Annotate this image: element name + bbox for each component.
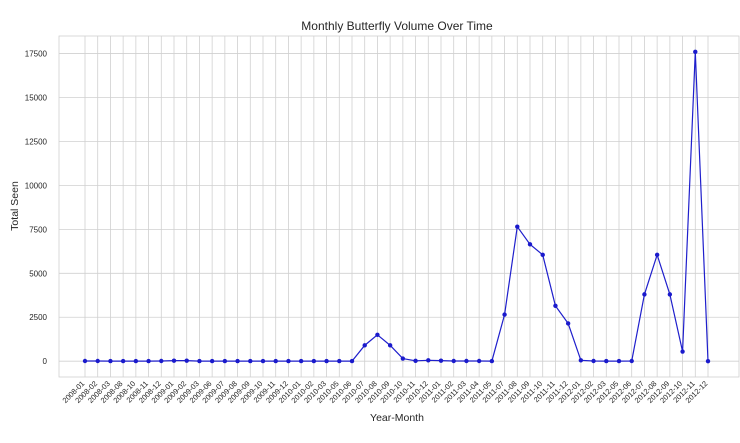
data-point bbox=[159, 358, 164, 364]
x-axis-label: Year-Month bbox=[370, 412, 424, 424]
data-point bbox=[540, 252, 545, 258]
data-point bbox=[705, 358, 711, 364]
data-point bbox=[248, 358, 253, 364]
data-point bbox=[286, 358, 291, 364]
data-point bbox=[565, 321, 571, 326]
series-markers bbox=[82, 49, 711, 364]
x-axis-ticks: 2008-012008-022008-032008-082008-102008-… bbox=[61, 379, 710, 405]
data-point bbox=[120, 358, 126, 364]
data-point bbox=[349, 358, 355, 364]
y-axis-ticks: 0 2500 5000 7500 10000 12500 15000 17500 bbox=[25, 50, 48, 367]
y-axis-label: Total Seen bbox=[9, 181, 21, 231]
data-point bbox=[184, 358, 189, 363]
data-point bbox=[426, 358, 431, 363]
y-tick-label: 17500 bbox=[25, 50, 48, 59]
data-point bbox=[337, 358, 342, 364]
data-point bbox=[578, 358, 584, 363]
y-tick-label: 15000 bbox=[25, 94, 48, 103]
data-point bbox=[591, 358, 596, 364]
grid bbox=[59, 36, 739, 377]
data-point bbox=[273, 358, 278, 364]
data-point bbox=[209, 358, 215, 364]
y-tick-label: 2500 bbox=[29, 313, 47, 322]
data-point bbox=[464, 358, 469, 364]
y-tick-label: 0 bbox=[43, 357, 48, 366]
data-point bbox=[642, 292, 647, 297]
y-tick-label: 10000 bbox=[25, 181, 48, 190]
data-point bbox=[146, 358, 151, 364]
data-point bbox=[387, 343, 393, 348]
data-point bbox=[667, 292, 673, 297]
data-point bbox=[197, 358, 202, 364]
y-tick-label: 5000 bbox=[29, 269, 47, 278]
data-point bbox=[82, 358, 88, 364]
data-point bbox=[400, 356, 406, 361]
data-point bbox=[235, 358, 240, 364]
data-point bbox=[438, 358, 444, 363]
data-point bbox=[553, 303, 558, 309]
data-point bbox=[616, 358, 622, 364]
data-point bbox=[654, 252, 660, 258]
data-point bbox=[260, 358, 266, 364]
data-point bbox=[375, 332, 380, 338]
data-point bbox=[489, 358, 495, 364]
data-point bbox=[362, 343, 367, 348]
data-point bbox=[680, 349, 685, 354]
data-point bbox=[451, 358, 456, 364]
data-point bbox=[629, 358, 634, 364]
data-point bbox=[298, 358, 304, 364]
data-point bbox=[108, 358, 113, 364]
data-point bbox=[527, 242, 533, 247]
data-point bbox=[311, 358, 317, 364]
y-tick-label: 12500 bbox=[25, 137, 48, 146]
data-point bbox=[222, 358, 228, 364]
data-point bbox=[502, 312, 507, 317]
data-point bbox=[324, 358, 329, 364]
data-point bbox=[693, 49, 698, 55]
plot-frame bbox=[58, 35, 740, 378]
data-point bbox=[515, 224, 520, 229]
data-point bbox=[171, 358, 177, 363]
data-point bbox=[95, 358, 100, 364]
data-point bbox=[604, 358, 609, 364]
chart-title: Monthly Butterfly Volume Over Time bbox=[301, 19, 493, 33]
data-point bbox=[476, 358, 482, 364]
data-point bbox=[413, 358, 418, 364]
data-point bbox=[133, 358, 139, 364]
series-line bbox=[85, 51, 709, 362]
y-tick-label: 7500 bbox=[29, 225, 47, 234]
